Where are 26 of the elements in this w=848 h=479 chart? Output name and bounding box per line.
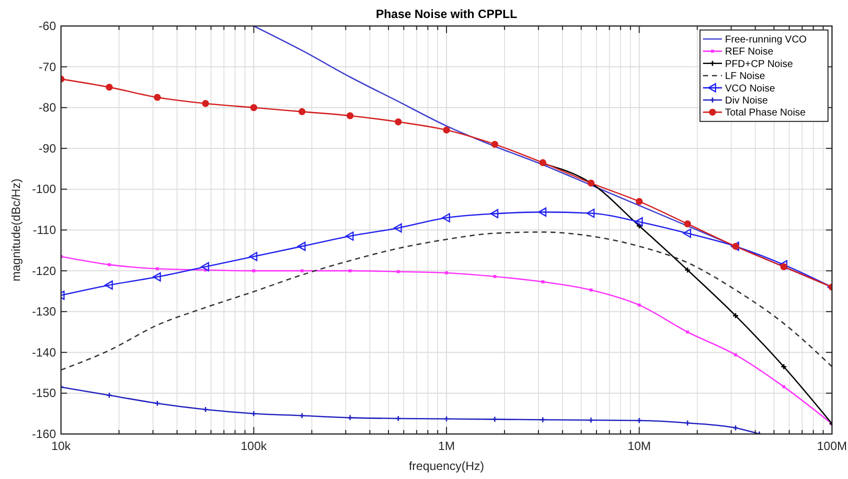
chart-title: Phase Noise with CPPLL — [376, 7, 518, 21]
y-tick-label: -160 — [32, 427, 56, 441]
y-tick-label: -70 — [38, 60, 56, 74]
x-tick-label: 10M — [628, 439, 651, 453]
x-axis-title: frequency(Hz) — [408, 459, 484, 473]
legend-label: Div Noise — [725, 96, 768, 106]
legend-label: PFD+CP Noise — [725, 58, 794, 70]
y-tick-label: -140 — [32, 345, 56, 360]
x-tick-label: 100k — [240, 439, 268, 453]
legend-label: VCO Noise — [725, 83, 776, 94]
x-tick-label: 10k — [51, 439, 72, 453]
y-tick-label: -130 — [32, 304, 56, 319]
legend-label: Total Phase Noise — [725, 108, 806, 119]
y-tick-label: -100 — [32, 182, 56, 196]
y-tick-label: -90 — [38, 141, 56, 156]
y-tick-label: -60 — [38, 19, 56, 33]
y-tick-label: -150 — [32, 386, 56, 400]
y-tick-label: -120 — [32, 264, 56, 278]
legend-label: REF Noise — [725, 46, 774, 58]
legend-label: LF Noise — [725, 71, 766, 82]
y-axis-title: magnitude(dBc/Hz) — [9, 178, 23, 282]
y-tick-label: -110 — [32, 223, 56, 237]
y-tick-label: -80 — [38, 100, 56, 115]
x-tick-label: 100M — [816, 439, 848, 453]
legend-label: Free-running VCO — [725, 34, 807, 46]
x-tick-label: 1M — [438, 439, 455, 453]
